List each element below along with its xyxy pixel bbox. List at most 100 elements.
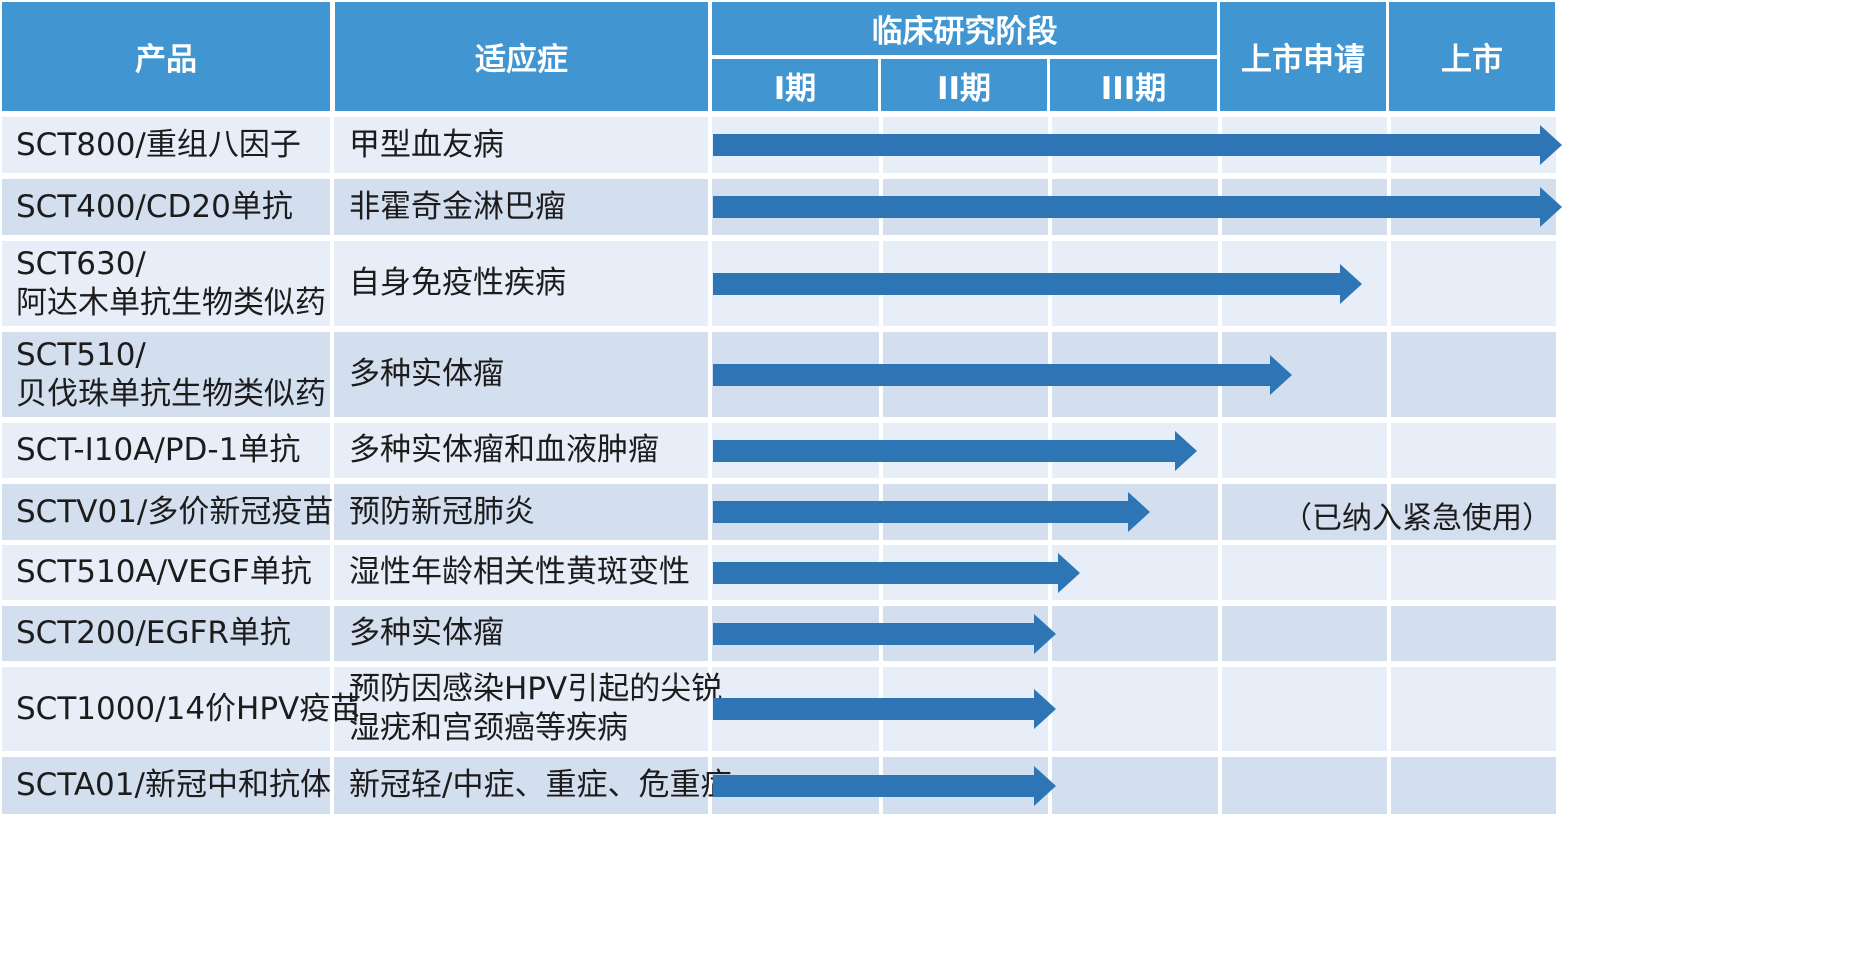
column-divider [1387, 423, 1391, 478]
product-name-line: 阿达木单抗生物类似药 [16, 284, 326, 321]
product-cell: SCT800/重组八因子 [16, 117, 301, 173]
indication-line: 湿疣和宫颈癌等疾病 [349, 710, 628, 746]
indication-line: 预防新冠肺炎 [349, 493, 535, 530]
column-divider [708, 484, 712, 540]
stage-progress-arrow [713, 552, 1080, 593]
arrow-shape [713, 765, 1056, 806]
header-phase-3: III期 [1050, 59, 1217, 111]
stage-progress-arrow [713, 125, 1562, 165]
status-note: （已纳入紧急使用） [1282, 501, 1552, 536]
indication-cell: 多种实体瘤 [349, 606, 504, 661]
indication-cell: 非霍奇金淋巴瘤 [349, 179, 566, 235]
column-divider [1387, 606, 1391, 661]
arrow-shape [713, 187, 1562, 227]
product-name-line: SCT-I10A/PD-1单抗 [16, 432, 301, 468]
product-name-line: SCT400/CD20单抗 [16, 188, 293, 225]
stage-progress-arrow [713, 765, 1056, 806]
stage-progress-arrow [713, 613, 1056, 654]
header-phase-2: II期 [881, 59, 1047, 111]
product-name-line: SCTV01/多价新冠疫苗 [16, 493, 334, 530]
header-indication: 适应症 [335, 2, 708, 111]
column-divider [330, 332, 334, 417]
stage-progress-arrow [713, 354, 1292, 395]
stage-progress-arrow [713, 492, 1150, 532]
indication-cell: 预防因感染HPV引起的尖锐 湿疣和宫颈癌等疾病 [349, 667, 722, 751]
product-cell: SCT510A/VEGF单抗 [16, 545, 312, 600]
indication-line: 甲型血友病 [349, 126, 504, 163]
product-name-line: SCT800/重组八因子 [16, 126, 301, 163]
column-divider [708, 667, 712, 751]
arrow-shape [713, 430, 1197, 471]
column-divider [1387, 484, 1391, 540]
arrow-shape [713, 354, 1292, 395]
header-phase-1: I期 [712, 59, 878, 111]
header-nda: 上市申请 [1220, 2, 1386, 111]
column-divider [1387, 332, 1391, 417]
product-name-line: SCT630/ [16, 245, 146, 282]
column-divider [708, 606, 712, 661]
column-divider [330, 179, 334, 235]
product-cell: SCT-I10A/PD-1单抗 [16, 423, 300, 478]
indication-cell: 新冠轻/中症、重症、危重症 [349, 757, 731, 814]
column-divider [330, 117, 334, 173]
arrow-shape [713, 552, 1080, 593]
column-divider [1387, 545, 1391, 600]
indication-line: 非霍奇金淋巴瘤 [349, 188, 566, 225]
product-cell: SCT630/阿达木单抗生物类似药 [16, 241, 326, 326]
indication-line: 多种实体瘤和血液肿瘤 [349, 432, 659, 468]
column-divider [1218, 423, 1222, 478]
indication-line: 湿性年龄相关性黄斑变性 [349, 554, 690, 590]
column-divider [1218, 667, 1222, 751]
column-divider [1387, 757, 1391, 814]
product-cell: SCTA01/新冠中和抗体 [16, 757, 331, 814]
column-divider [708, 545, 712, 600]
indication-cell: 甲型血友病 [349, 117, 504, 173]
column-divider [330, 757, 334, 814]
product-cell: SCT1000/14价HPV疫苗 [16, 667, 361, 751]
indication-cell: 自身免疫性疾病 [349, 241, 566, 326]
header-clinical-stage: 临床研究阶段 [712, 2, 1217, 55]
column-divider [330, 241, 334, 326]
column-divider [330, 545, 334, 600]
product-cell: SCT400/CD20单抗 [16, 179, 293, 235]
indication-line: 多种实体瘤 [349, 615, 504, 651]
product-cell: SCT510/贝伐珠单抗生物类似药 [16, 332, 326, 417]
arrow-shape [713, 492, 1150, 532]
indication-cell: 多种实体瘤和血液肿瘤 [349, 423, 659, 478]
column-divider [330, 667, 334, 751]
column-divider [330, 606, 334, 661]
header-product: 产品 [2, 2, 330, 111]
product-name-line: SCT200/EGFR单抗 [16, 615, 291, 651]
arrow-shape [713, 125, 1562, 165]
product-name-line: SCT510A/VEGF单抗 [16, 554, 312, 590]
product-name-line: SCTA01/新冠中和抗体 [16, 767, 331, 803]
stage-progress-arrow [713, 187, 1562, 227]
product-name-line: SCT1000/14价HPV疫苗 [16, 690, 362, 727]
indication-line: 多种实体瘤 [349, 356, 504, 392]
column-divider [330, 484, 334, 540]
column-divider [1387, 667, 1391, 751]
product-cell: SCTV01/多价新冠疫苗 [16, 484, 333, 540]
indication-line: 自身免疫性疾病 [349, 265, 566, 301]
arrow-shape [713, 263, 1362, 304]
column-divider [1218, 606, 1222, 661]
product-cell: SCT200/EGFR单抗 [16, 606, 291, 661]
column-divider [708, 179, 712, 235]
column-divider [1218, 484, 1222, 540]
stage-progress-arrow [713, 689, 1056, 729]
column-divider [708, 423, 712, 478]
indication-cell: 多种实体瘤 [349, 332, 504, 417]
column-divider [708, 117, 712, 173]
indication-line: 新冠轻/中症、重症、危重症 [349, 767, 732, 803]
indication-cell: 湿性年龄相关性黄斑变性 [349, 545, 690, 600]
stage-progress-arrow [713, 430, 1197, 471]
stage-progress-arrow [713, 263, 1362, 304]
column-divider [1218, 545, 1222, 600]
column-divider [708, 332, 712, 417]
header-market: 上市 [1389, 2, 1555, 111]
arrow-shape [713, 689, 1056, 729]
product-name-line: SCT510/ [16, 336, 146, 373]
column-divider [708, 241, 712, 326]
column-divider [708, 757, 712, 814]
arrow-shape [713, 613, 1056, 654]
